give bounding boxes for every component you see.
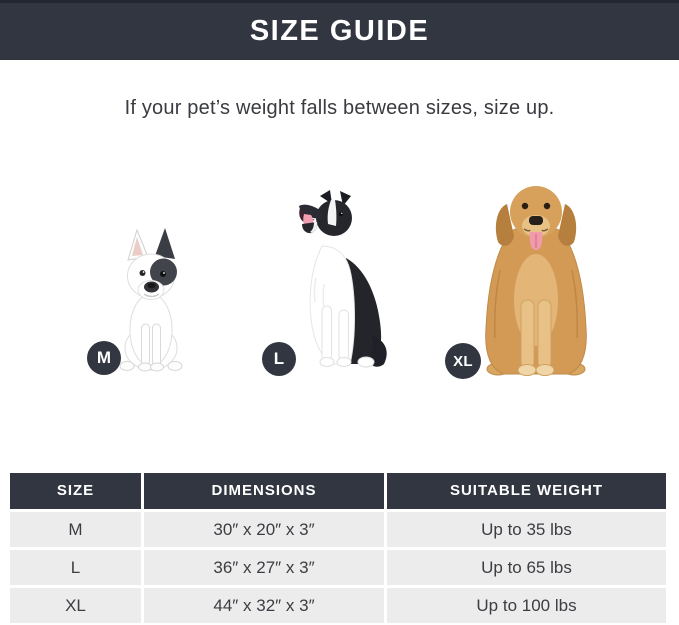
size-badge-m-label: M	[96, 348, 112, 367]
size-badge-m: M	[87, 341, 121, 375]
subtitle: If your pet’s weight falls between sizes…	[124, 97, 555, 119]
table-row-xl: XL 44″ x 32″ x 3″ Up to 100 lbs	[10, 588, 666, 623]
table-row-l: L 36″ x 27″ x 3″ Up to 65 lbs	[10, 550, 666, 585]
dog-figure-xl	[474, 170, 598, 378]
cell-weight: Up to 100 lbs	[387, 588, 666, 623]
column-header-dimensions: DIMENSIONS	[144, 473, 384, 509]
size-badge-l-label: L	[273, 349, 285, 368]
size-badge-xl: XL	[445, 343, 481, 379]
cell-weight: Up to 65 lbs	[387, 550, 666, 585]
cell-size: XL	[10, 588, 141, 623]
cell-size: M	[10, 512, 141, 547]
page-title: SIZE GUIDE	[249, 15, 430, 47]
column-header-size: SIZE	[10, 473, 141, 509]
table-row-m: M 30″ x 20″ x 3″ Up to 35 lbs	[10, 512, 666, 547]
dog-figure-m	[118, 226, 184, 374]
cell-dimensions: 36″ x 27″ x 3″	[144, 550, 384, 585]
size-badge-l: L	[262, 342, 296, 376]
size-table: SIZE DIMENSIONS SUITABLE WEIGHT M 30″ x …	[10, 473, 666, 625]
border-collie-image	[299, 190, 387, 368]
cell-weight: Up to 35 lbs	[387, 512, 666, 547]
column-header-suitable-weight: SUITABLE WEIGHT	[387, 473, 666, 509]
size-badge-xl-label: XL	[453, 352, 473, 370]
header-bar: SIZE GUIDE	[0, 0, 679, 60]
golden-retriever-image	[485, 186, 587, 376]
cell-dimensions: 44″ x 32″ x 3″	[144, 588, 384, 623]
dog-figure-l	[294, 188, 391, 373]
cell-dimensions: 30″ x 20″ x 3″	[144, 512, 384, 547]
french-bulldog-image	[119, 228, 183, 372]
table-header-row: SIZE DIMENSIONS SUITABLE WEIGHT	[10, 473, 666, 509]
cell-size: L	[10, 550, 141, 585]
